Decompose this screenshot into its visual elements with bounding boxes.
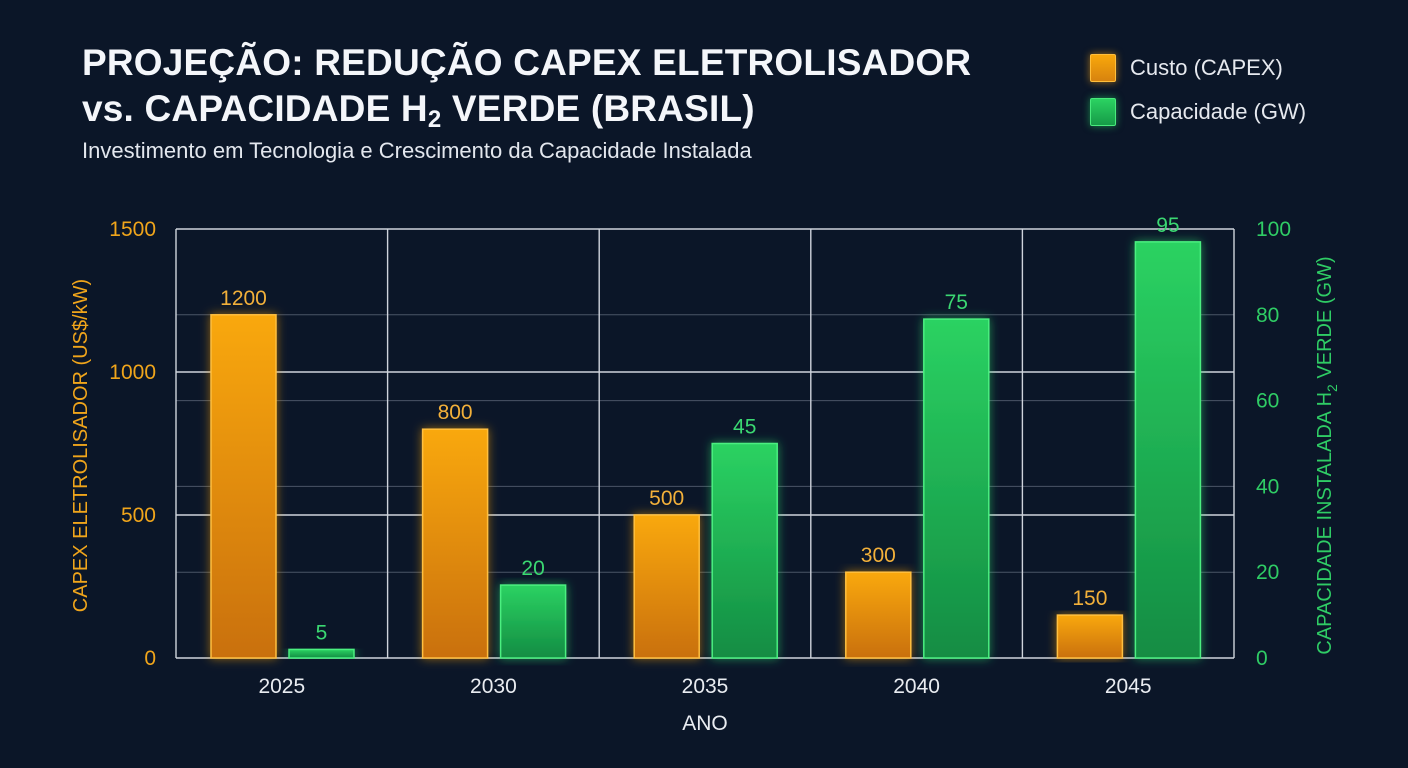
data-label-capex-2030: 800 (438, 401, 473, 424)
y-right-axis-title: CAPACIDADE INSTALADA H2 VERDE (GW) (1314, 256, 1340, 654)
y-right-tick-label: 20 (1256, 561, 1279, 584)
data-label-capex-2025: 1200 (220, 287, 267, 310)
chart-title-line-2: vs. CAPACIDADE H2 VERDE (BRASIL) (82, 86, 1062, 132)
y-right-axis-title-pre: CAPACIDADE INSTALADA H (1314, 392, 1336, 655)
y-left-axis-title: CAPEX ELETROLISADOR (US$/kW) (70, 279, 92, 612)
bar-capacity-2040 (923, 318, 990, 659)
data-label-capacity-2035: 45 (733, 416, 756, 439)
legend: Custo (CAPEX) Capacidade (GW) (1090, 52, 1306, 140)
legend-label-capex: Custo (CAPEX) (1130, 55, 1283, 80)
x-tick-label: 2040 (893, 675, 940, 698)
bar-capex-2040 (845, 571, 912, 659)
data-label-capacity-2045: 95 (1156, 214, 1179, 237)
bar-capex-2030 (421, 428, 489, 659)
y-right-tick-label: 0 (1256, 647, 1268, 670)
y-left-tick-label: 1500 (109, 218, 156, 241)
bar-capacity-2035 (711, 442, 778, 659)
data-label-capex-2035: 500 (649, 487, 684, 510)
bar-capex-2025 (210, 314, 277, 659)
y-left-tick-label: 1000 (109, 361, 156, 384)
y-right-tick-label: 60 (1256, 390, 1279, 413)
legend-swatch-capacity (1090, 98, 1116, 126)
legend-item-capex: Custo (CAPEX) (1090, 52, 1306, 84)
chart-title-line-1: PROJEÇÃO: REDUÇÃO CAPEX ELETROLISADOR (82, 42, 972, 83)
x-tick-label: 2025 (258, 675, 305, 698)
y-right-axis-title-subscript: 2 (1324, 384, 1340, 392)
x-axis-title: ANO (682, 712, 728, 735)
y-right-axis-title-post: VERDE (GW) (1314, 256, 1336, 384)
chart-title: PROJEÇÃO: REDUÇÃO CAPEX ELETROLISADOR vs… (82, 40, 1062, 132)
y-right-tick-label: 80 (1256, 304, 1279, 327)
bar-capex-2035 (633, 514, 700, 659)
y-right-tick-label: 40 (1256, 475, 1279, 498)
legend-label-capacity: Capacidade (GW) (1130, 99, 1307, 124)
chart-title-line-2-pre: vs. CAPACIDADE H (82, 88, 428, 129)
data-label-capex-2045: 150 (1072, 587, 1107, 610)
bar-capacity-2030 (499, 584, 567, 659)
grid (175, 228, 1235, 659)
data-label-capacity-2025: 5 (316, 621, 328, 644)
y-left-tick-label: 0 (144, 647, 156, 670)
y-right-tick-label: 100 (1256, 218, 1291, 241)
data-label-capacity-2040: 75 (945, 291, 968, 314)
bar-capacity-2045 (1134, 241, 1202, 659)
bar-capacity-2025 (288, 648, 355, 659)
x-tick-label: 2045 (1105, 675, 1152, 698)
data-label-capex-2040: 300 (861, 544, 896, 567)
chart-subtitle: Investimento em Tecnologia e Crescimento… (82, 138, 752, 163)
chart-title-line-2-post: VERDE (BRASIL) (441, 88, 755, 129)
data-label-capacity-2030: 20 (521, 557, 544, 580)
legend-swatch-capex (1090, 54, 1116, 82)
legend-item-capacity: Capacidade (GW) (1090, 96, 1306, 128)
y-left-tick-label: 500 (121, 504, 156, 527)
bar-capex-2045 (1056, 614, 1124, 659)
bars (210, 241, 1202, 659)
chart-title-subscript: 2 (427, 106, 442, 133)
x-tick-label: 2035 (682, 675, 729, 698)
x-tick-label: 2030 (470, 675, 517, 698)
